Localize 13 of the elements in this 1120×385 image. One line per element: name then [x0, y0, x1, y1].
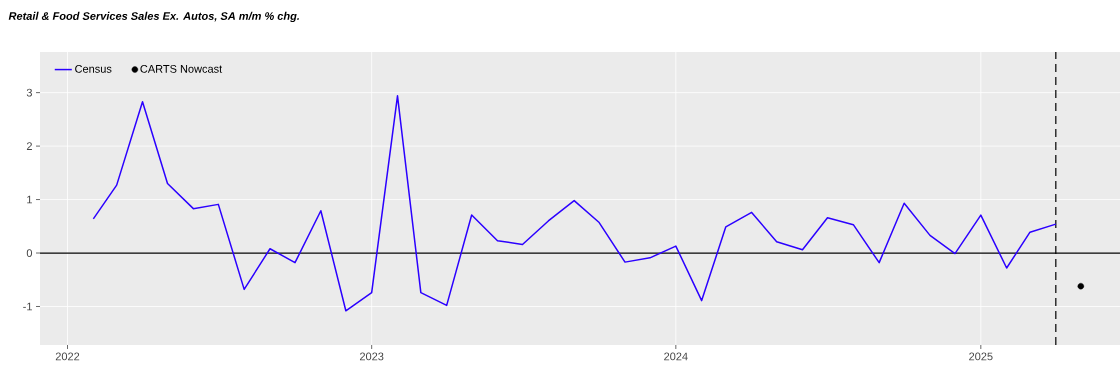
y-tick-label: 0: [26, 249, 33, 257]
chart-title: Retail & Food Services Sales Ex. Autos, SA m/m % chg.: [8, 11, 299, 23]
y-tick-label: 1: [27, 195, 32, 204]
x-tick-label: 2022: [55, 352, 80, 361]
y-tick-label: 3: [26, 88, 32, 97]
x-tick-label: 2024: [664, 352, 688, 361]
y-tick-label: -1: [23, 302, 32, 311]
legend-label: Census: [75, 64, 112, 73]
legend-label: CARTS Nowcast: [140, 64, 223, 73]
line-series: [92, 95, 1057, 312]
y-tick-label: 2: [26, 142, 32, 150]
x-tick-label: 2023: [359, 352, 384, 361]
x-tick-label: 2025: [969, 352, 993, 361]
